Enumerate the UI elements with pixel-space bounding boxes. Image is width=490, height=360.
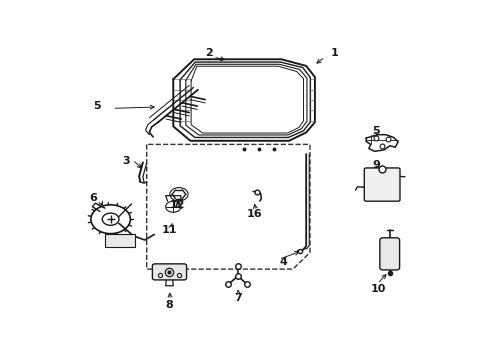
Text: 12: 12 <box>170 201 185 210</box>
FancyBboxPatch shape <box>152 264 187 280</box>
FancyBboxPatch shape <box>105 234 135 247</box>
Text: 4: 4 <box>279 257 287 267</box>
Text: 5: 5 <box>372 126 380 135</box>
FancyBboxPatch shape <box>364 168 400 201</box>
Text: 10: 10 <box>370 284 386 293</box>
FancyBboxPatch shape <box>380 238 400 270</box>
Text: 9: 9 <box>372 160 380 170</box>
Text: 16: 16 <box>247 209 263 219</box>
Text: 3: 3 <box>122 156 130 166</box>
Text: 8: 8 <box>166 300 173 310</box>
Text: 7: 7 <box>234 293 242 303</box>
Text: 5: 5 <box>94 100 101 111</box>
Text: 11: 11 <box>162 225 177 235</box>
Text: 2: 2 <box>205 48 213 58</box>
Text: 6: 6 <box>90 193 98 203</box>
Text: 1: 1 <box>331 48 339 58</box>
